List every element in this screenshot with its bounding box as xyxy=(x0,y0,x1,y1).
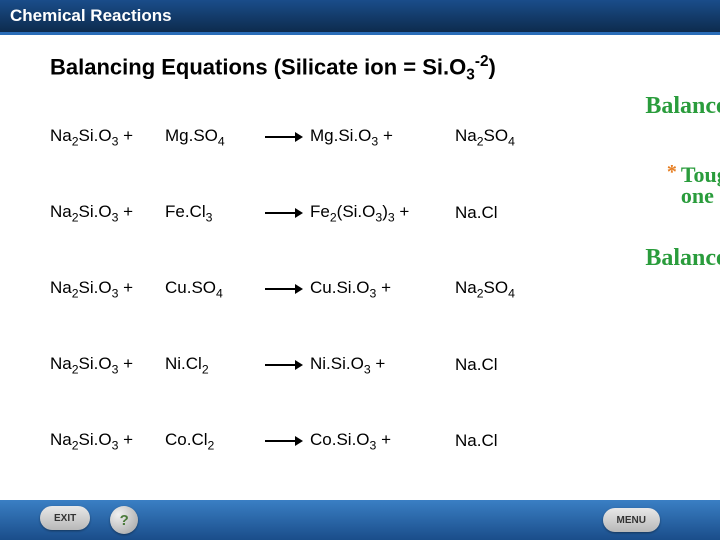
reactant-2: Co.Cl2 xyxy=(165,430,255,452)
equation-row: Na2Si.O3 +Fe.Cl3 Fe2(Si.O3)3 +Na.Cl **To… xyxy=(50,175,692,251)
title-suffix: ) xyxy=(489,54,496,79)
product-1: Fe2(Si.O3)3 + xyxy=(310,202,455,224)
reaction-arrow-icon xyxy=(263,130,303,144)
reaction-arrow xyxy=(255,206,310,220)
reactant-1: Na2Si.O3 + xyxy=(50,430,165,452)
title-sup: -2 xyxy=(475,53,489,70)
reaction-arrow-icon xyxy=(263,434,303,448)
footer-left: EXIT ? xyxy=(40,506,138,534)
product-2: Na.Cl xyxy=(455,431,550,451)
reactant-1: Na2Si.O3 + xyxy=(50,278,165,300)
reactant-1: Na2Si.O3 + xyxy=(50,354,165,376)
product-1: Ni.Si.O3 + xyxy=(310,354,455,376)
reaction-arrow xyxy=(255,358,310,372)
handwritten-note: **Toughone xyxy=(681,165,720,207)
equation-row: Na2Si.O3 +Co.Cl2 Co.Si.O3 +Na.Cl xyxy=(50,403,692,479)
reactant-2: Ni.Cl2 xyxy=(165,354,255,376)
reaction-arrow xyxy=(255,130,310,144)
reactant-1: Na2Si.O3 + xyxy=(50,202,165,224)
reactant-2: Fe.Cl3 xyxy=(165,202,255,224)
menu-button[interactable]: MENU xyxy=(603,508,660,532)
product-2: Na.Cl xyxy=(455,355,550,375)
reaction-arrow-icon xyxy=(263,282,303,296)
reactant-2: Mg.SO4 xyxy=(165,126,255,148)
menu-label: MENU xyxy=(617,515,646,526)
footer-bar: EXIT ? MENU xyxy=(0,500,720,540)
product-2: Na.Cl xyxy=(455,203,550,223)
reaction-arrow-icon xyxy=(263,206,303,220)
reaction-arrow xyxy=(255,282,310,296)
product-2: Na2SO4 xyxy=(455,126,550,148)
handwritten-note: Balanced xyxy=(645,247,720,270)
product-1: Cu.Si.O3 + xyxy=(310,278,455,300)
help-button[interactable]: ? xyxy=(110,506,138,534)
page-title: Balancing Equations (Silicate ion = Si.O… xyxy=(50,53,692,85)
product-2: Na2SO4 xyxy=(455,278,550,300)
chapter-title: Chemical Reactions xyxy=(10,6,172,26)
reaction-arrow-icon xyxy=(263,358,303,372)
exit-label: EXIT xyxy=(54,513,76,524)
help-label: ? xyxy=(120,512,129,529)
reactant-1: Na2Si.O3 + xyxy=(50,126,165,148)
product-1: Mg.Si.O3 + xyxy=(310,126,455,148)
handwritten-note: Balanced xyxy=(645,95,720,118)
title-prefix: Balancing Equations (Silicate ion = Si.O xyxy=(50,54,466,79)
equations-list: Na2Si.O3 +Mg.SO4 Mg.Si.O3 +Na2SO4 Balanc… xyxy=(50,99,692,479)
equation-row: Na2Si.O3 +Mg.SO4 Mg.Si.O3 +Na2SO4 Balanc… xyxy=(50,99,692,175)
product-1: Co.Si.O3 + xyxy=(310,430,455,452)
title-sub: 3 xyxy=(466,67,475,84)
reaction-arrow xyxy=(255,434,310,448)
content-area: Balancing Equations (Silicate ion = Si.O… xyxy=(0,35,720,479)
header-accent xyxy=(0,32,720,35)
reactant-2: Cu.SO4 xyxy=(165,278,255,300)
equation-row: Na2Si.O3 +Ni.Cl2 Ni.Si.O3 +Na.Cl xyxy=(50,327,692,403)
equation-row: Na2Si.O3 +Cu.SO4 Cu.Si.O3 +Na2SO4 Balanc… xyxy=(50,251,692,327)
header-bar: Chemical Reactions xyxy=(0,0,720,32)
exit-button[interactable]: EXIT xyxy=(40,506,90,530)
